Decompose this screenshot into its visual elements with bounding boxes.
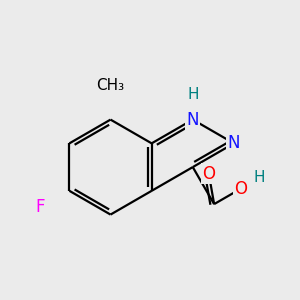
Text: CH₃: CH₃ bbox=[97, 78, 124, 93]
Text: O: O bbox=[202, 165, 215, 183]
Text: O: O bbox=[234, 180, 248, 198]
Text: F: F bbox=[36, 199, 45, 217]
Text: H: H bbox=[187, 87, 199, 102]
Text: N: N bbox=[187, 111, 199, 129]
Text: H: H bbox=[254, 170, 265, 185]
Text: N: N bbox=[228, 134, 240, 152]
